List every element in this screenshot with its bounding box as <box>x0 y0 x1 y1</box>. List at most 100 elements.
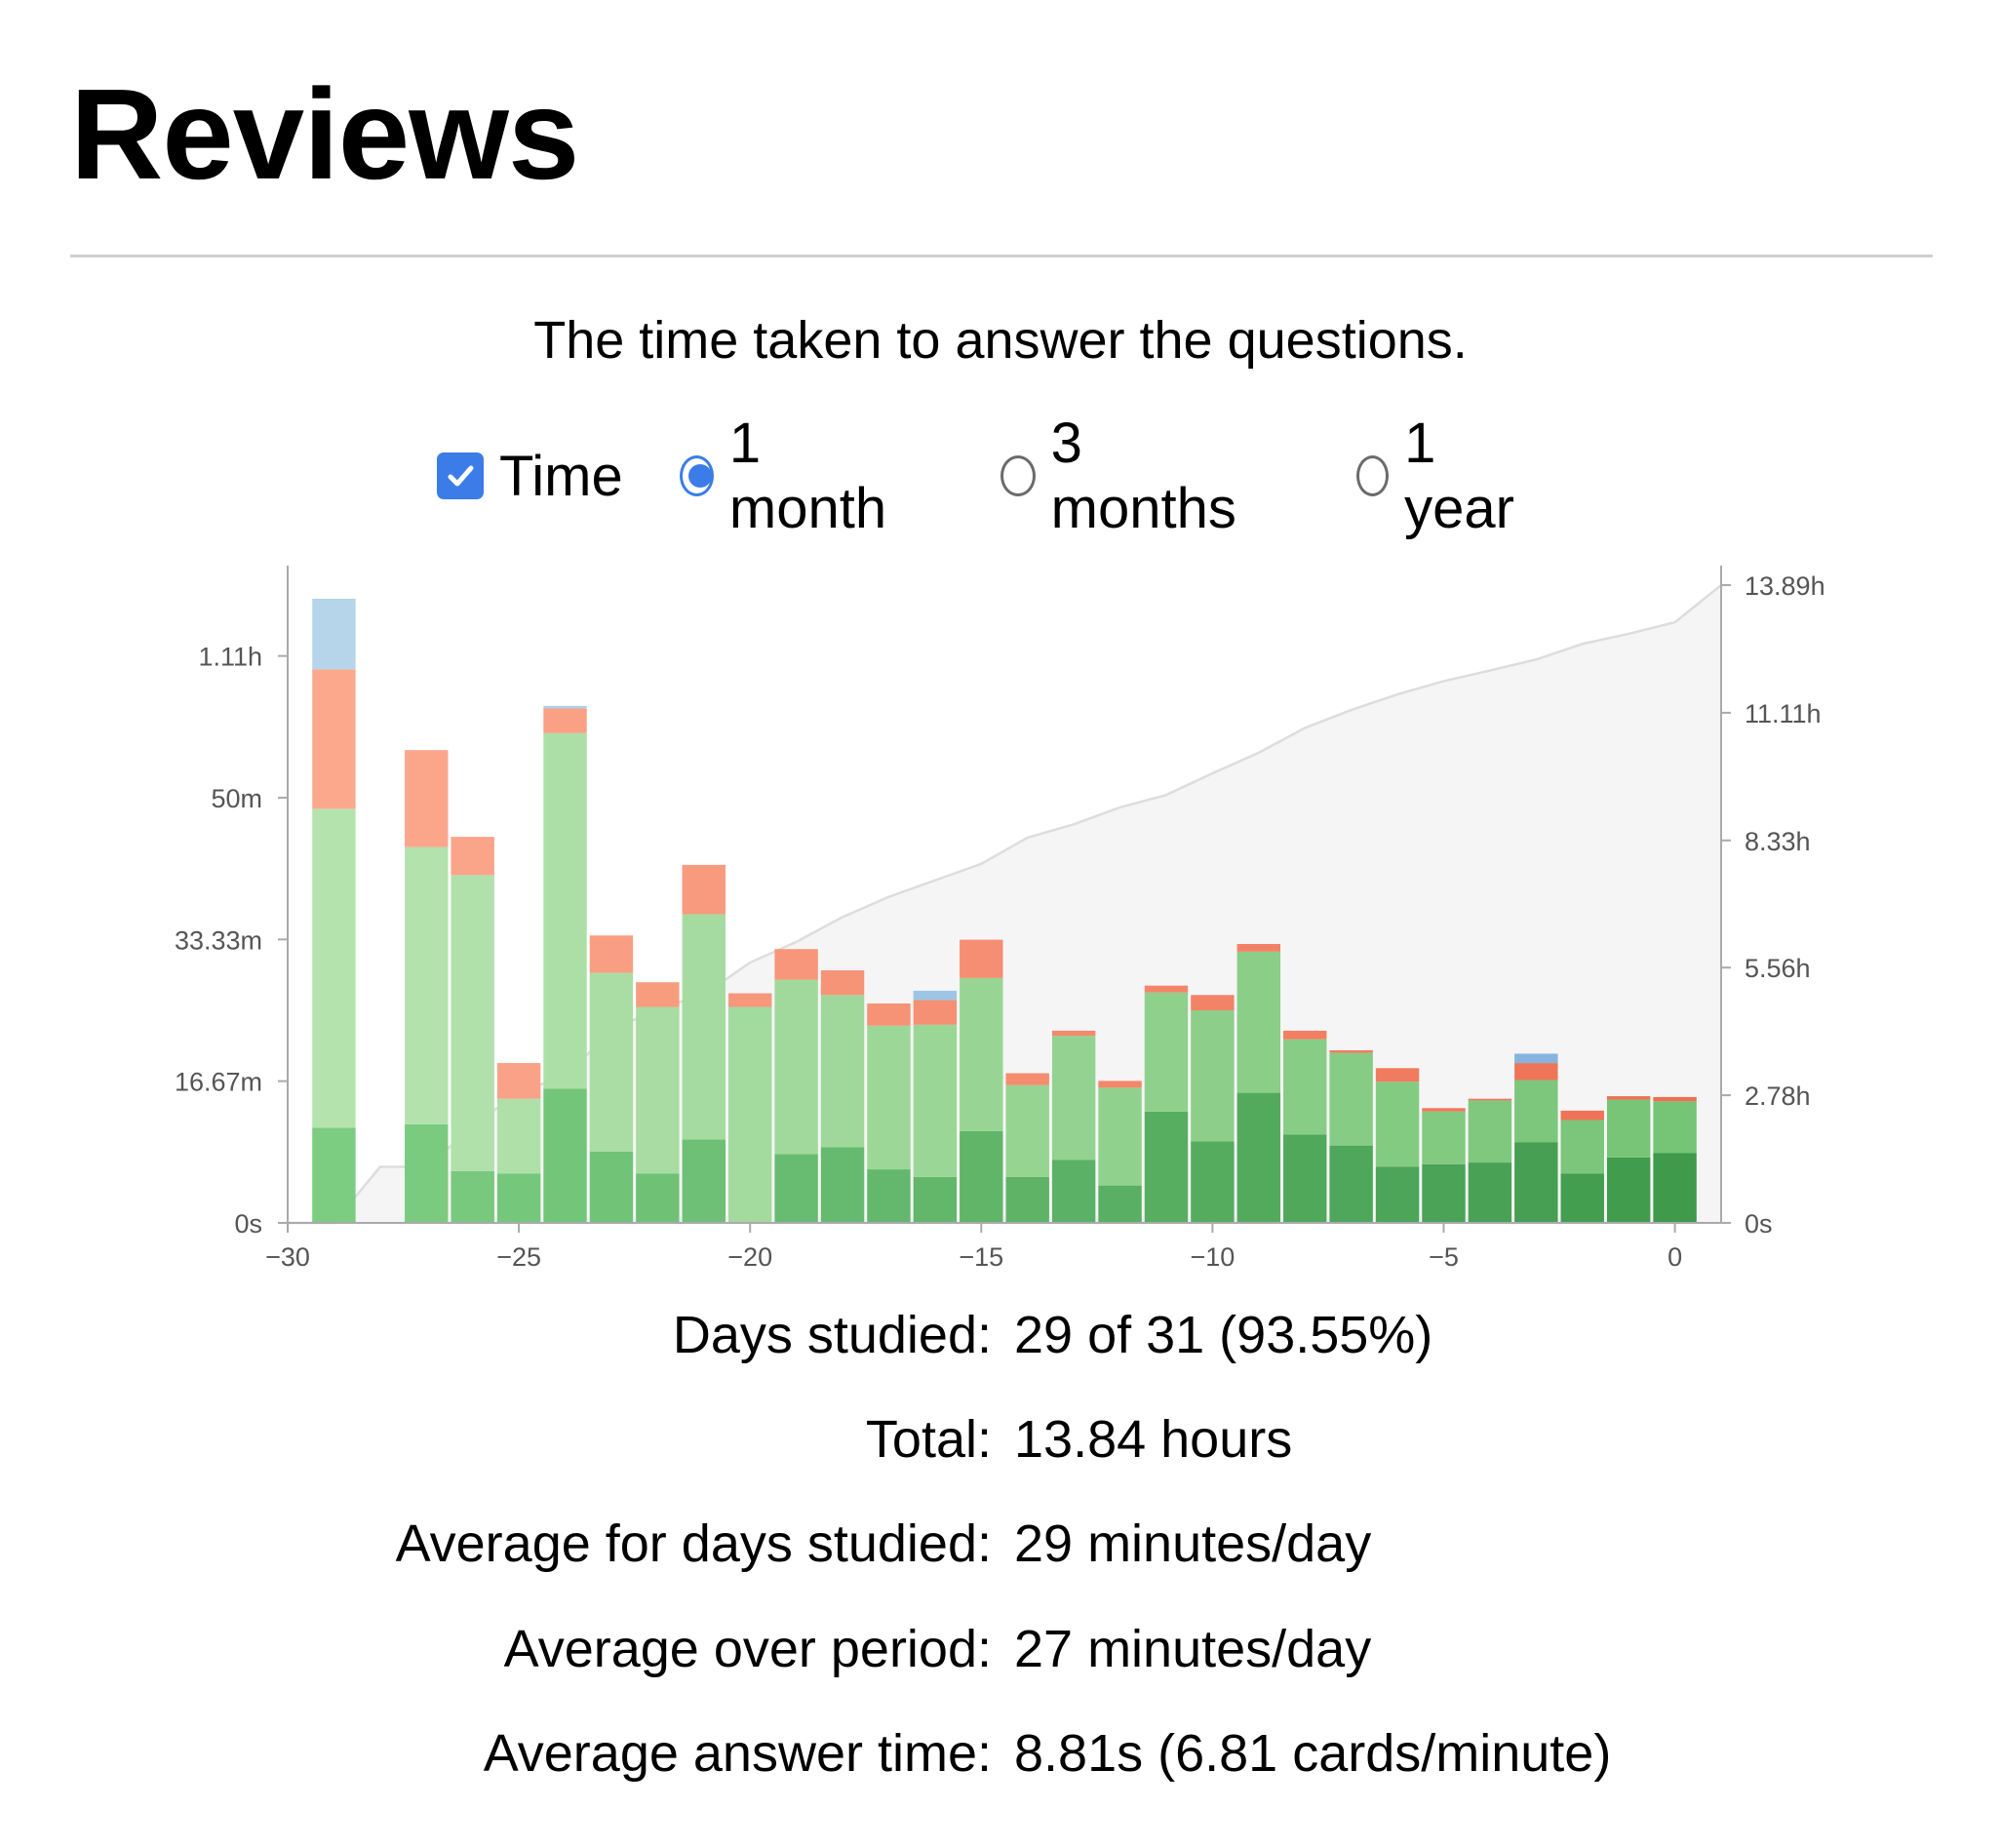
bar-young <box>451 875 494 1171</box>
bar-relearn <box>1375 1068 1420 1082</box>
bar-relearn <box>774 949 818 980</box>
bar-young <box>1236 951 1281 1093</box>
bar-young <box>1329 1052 1373 1146</box>
bar-relearn <box>913 1000 958 1025</box>
checkbox-checked-icon[interactable] <box>437 452 484 499</box>
stat-row-total: Total: 13.84 hours <box>0 1409 2001 1487</box>
bar-relearn <box>1191 995 1235 1010</box>
y-left-tick-label: 0s <box>234 1209 262 1239</box>
range-option-1-month[interactable]: 1 month <box>680 412 893 540</box>
y-right-tick-label: 2.78h <box>1745 1081 1811 1111</box>
stat-row-average-answer-time: Average answer time: 8.81s (6.81 cards/m… <box>0 1723 2001 1801</box>
bar-young <box>496 1098 541 1174</box>
bar-young <box>1191 1010 1235 1142</box>
stat-label: Average answer time: <box>483 1724 992 1783</box>
y-left-tick-label: 33.33m <box>175 925 262 955</box>
bar-mature <box>960 1130 1003 1223</box>
bar-mature <box>1283 1134 1327 1223</box>
range-option-label: 1 month <box>728 412 887 540</box>
y-right-tick-label: 5.56h <box>1745 954 1811 983</box>
bar-young <box>867 1025 911 1170</box>
chart-subtitle: The time taken to answer the questions. <box>533 311 1468 370</box>
time-toggle[interactable]: Time <box>437 437 623 515</box>
x-tick-label: −20 <box>727 1242 772 1272</box>
bar-mature <box>1329 1145 1373 1223</box>
bar-young <box>1144 992 1189 1112</box>
bar-learn <box>312 598 356 670</box>
bar-mature <box>405 1123 449 1223</box>
bar-young <box>913 1024 958 1177</box>
y-left-tick-label: 1.11h <box>198 643 262 672</box>
bar-mature <box>1653 1153 1697 1223</box>
bar-mature <box>1606 1157 1651 1223</box>
bar-young <box>1283 1039 1327 1135</box>
bar-young <box>543 732 587 1089</box>
bar-young <box>1098 1087 1142 1186</box>
stat-value: 27 minutes/day <box>1014 1620 1372 1678</box>
bar-young <box>1051 1036 1096 1160</box>
bar-relearn <box>1653 1096 1697 1102</box>
bar-relearn <box>1098 1081 1142 1088</box>
bar-young <box>960 977 1003 1131</box>
bar-relearn <box>589 935 634 973</box>
bar-mature <box>1375 1166 1420 1223</box>
bar-young <box>1514 1080 1558 1143</box>
bar-mature <box>496 1173 541 1223</box>
bar-mature <box>867 1169 911 1223</box>
y-left-tick-label: 50m <box>211 784 262 813</box>
bar-relearn <box>1468 1098 1512 1101</box>
bar-young <box>1005 1084 1049 1177</box>
bar-young <box>1375 1081 1420 1167</box>
bar-relearn <box>1422 1108 1466 1112</box>
range-option-1-year[interactable]: 1 year <box>1356 412 1523 540</box>
bar-young <box>820 995 865 1148</box>
y-right-tick-label: 13.89h <box>1745 571 1825 601</box>
bar-young <box>1606 1099 1651 1158</box>
bar-mature <box>1422 1163 1466 1223</box>
bar-relearn <box>1560 1110 1604 1121</box>
bar-young <box>312 808 356 1128</box>
y-right-tick-label: 11.11h <box>1745 699 1822 728</box>
radio-unselected-icon[interactable] <box>1356 455 1390 496</box>
bar-relearn <box>727 993 772 1007</box>
time-toggle-label: Time <box>499 444 623 508</box>
bar-relearn <box>543 708 587 733</box>
bar-mature <box>543 1088 587 1223</box>
reviews-time-chart: 0s 16.67m 33.33m 50m 1.11h 0s 2.78h 5.56h 8.33h 1… <box>175 566 1825 1272</box>
bar-relearn <box>1144 985 1189 993</box>
bar-young <box>1653 1101 1697 1154</box>
bar-mature <box>1005 1176 1049 1223</box>
bar-relearn <box>1514 1063 1558 1081</box>
bar-relearn <box>867 1003 911 1026</box>
range-option-3-months[interactable]: 3 months <box>1000 412 1242 540</box>
stat-label: Average for days studied: <box>395 1514 992 1573</box>
bar-young <box>727 1006 772 1223</box>
bar-relearn <box>682 864 726 915</box>
bar-mature <box>820 1147 865 1223</box>
y-right-tick-label: 8.33h <box>1745 827 1811 856</box>
stat-label: Total: <box>865 1410 992 1469</box>
bar-relearn <box>496 1063 541 1099</box>
bar-relearn <box>451 837 494 876</box>
stat-row-days-studied: Days studied: 29 of 31 (93.55%) <box>0 1305 2001 1383</box>
bar-relearn <box>820 970 865 996</box>
bar-young <box>589 972 634 1152</box>
page-title: Reviews <box>70 62 579 206</box>
stat-row-average-days-studied: Average for days studied: 29 minutes/day <box>0 1514 2001 1592</box>
y-right-tick-label: 0s <box>1745 1209 1773 1239</box>
bar-relearn <box>636 982 680 1007</box>
bar-mature <box>1468 1162 1512 1223</box>
bar-learn <box>1514 1053 1558 1064</box>
radio-unselected-icon[interactable] <box>1000 455 1036 496</box>
stat-value: 13.84 hours <box>1014 1410 1293 1469</box>
x-tick-label: −15 <box>959 1242 1003 1272</box>
radio-selected-icon[interactable] <box>680 455 714 496</box>
bar-mature <box>636 1173 680 1223</box>
bar-mature <box>913 1176 958 1223</box>
bar-relearn <box>1329 1049 1373 1053</box>
stat-value: 29 of 31 (93.55%) <box>1014 1306 1433 1364</box>
bar-relearn <box>1283 1030 1327 1040</box>
bar-young <box>1468 1100 1512 1163</box>
bar-relearn <box>1005 1073 1049 1085</box>
x-tick-label: −30 <box>265 1242 310 1272</box>
